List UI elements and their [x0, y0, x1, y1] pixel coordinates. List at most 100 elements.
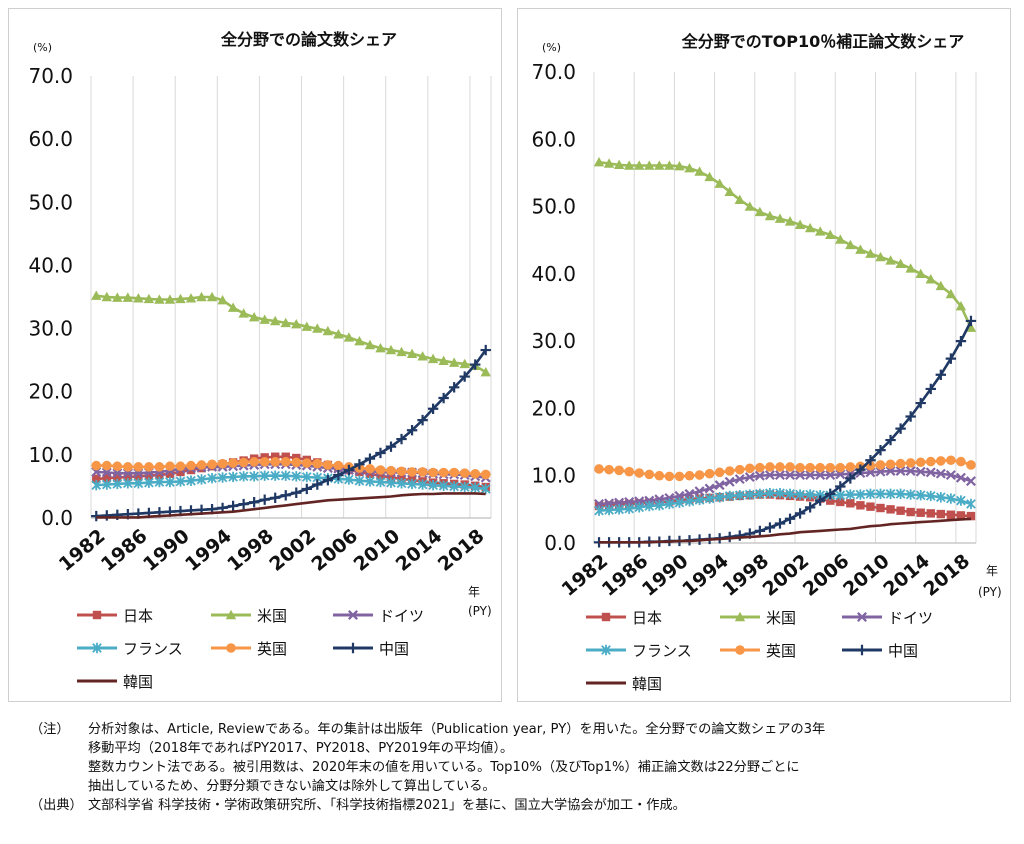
data-point [925, 383, 936, 395]
data-point [228, 458, 238, 468]
data-point [470, 359, 481, 370]
data-point [238, 471, 249, 482]
legend-label: 米国 [257, 607, 287, 625]
data-point [956, 495, 966, 506]
data-point [956, 511, 966, 520]
data-point [935, 369, 947, 380]
data-point [624, 466, 634, 477]
data-point [196, 460, 207, 470]
data-point [259, 457, 270, 467]
legend-label: ドイツ [888, 609, 933, 627]
legend-label: 日本 [632, 609, 662, 627]
chart-panel-left: 全分野での論文数シェア (%) 0.0 10.0 20.0 30.0 40.0 50.0 60.… [8, 8, 502, 702]
data-point [805, 462, 815, 473]
data-point [364, 339, 376, 350]
data-point [835, 490, 846, 501]
x-tick-label: 1994 [181, 525, 236, 576]
data-point [634, 468, 645, 478]
data-point [207, 473, 217, 484]
legend-item: 米国 [720, 609, 796, 627]
data-point [794, 219, 806, 229]
x-tick-label: 1982 [558, 550, 613, 601]
data-point [905, 458, 916, 468]
legend-marker [226, 643, 236, 653]
data-point [885, 459, 896, 470]
data-point [217, 458, 228, 469]
y-tick-label: 30.0 [28, 317, 73, 341]
series-line [96, 492, 486, 519]
data-point [185, 293, 197, 303]
data-point [835, 462, 846, 473]
source-label: （出典） [30, 798, 83, 813]
legend-item: 英国 [211, 640, 287, 658]
data-point [915, 466, 926, 477]
legend-label: 中国 [888, 642, 918, 660]
note-text-3: 整数カウント法である。被引用数は、2020年末の値を用いている。Top10%（及… [88, 760, 800, 775]
chart-title: 全分野での論文数シェア [220, 30, 397, 49]
data-point [143, 293, 155, 304]
x-tick-label: 2002 [759, 550, 814, 601]
data-point [206, 291, 218, 302]
data-point [428, 467, 438, 478]
data-point [238, 457, 249, 468]
data-point [593, 156, 605, 167]
x-tick-label: 2006 [307, 525, 362, 576]
data-point [459, 468, 470, 478]
data-point [165, 461, 175, 472]
data-point [754, 525, 766, 537]
data-point [259, 470, 270, 481]
legend-item: フランス [77, 640, 183, 658]
data-point [634, 160, 645, 170]
data-point [644, 160, 655, 170]
data-point [855, 464, 866, 475]
data-point [428, 479, 438, 491]
data-point [238, 498, 249, 510]
data-point [154, 462, 165, 472]
data-point [825, 229, 836, 240]
y-unit-label: (%) [33, 41, 52, 54]
data-point [91, 479, 102, 491]
data-point [936, 456, 946, 466]
data-point [365, 476, 375, 487]
x-tick-label: 2014 [392, 525, 447, 576]
legend-label: フランス [123, 640, 183, 658]
data-point [835, 234, 846, 244]
data-point [634, 502, 645, 513]
data-point [865, 455, 876, 466]
data-point [915, 490, 926, 501]
data-point [133, 478, 144, 489]
data-point [704, 468, 715, 479]
note-text-4: 抽出しているため、分野分類できない論文は除外して算出している。 [88, 779, 496, 794]
legend-label: フランス [632, 642, 692, 660]
data-point [280, 470, 291, 481]
data-point [775, 488, 785, 499]
data-point [724, 186, 735, 196]
data-point [101, 479, 112, 490]
data-point [91, 460, 102, 471]
data-point [644, 469, 655, 480]
data-point [825, 462, 836, 473]
data-point [734, 464, 745, 475]
data-point [774, 518, 786, 529]
data-point [448, 357, 460, 367]
data-point [280, 457, 291, 467]
data-point [955, 335, 967, 347]
data-point [354, 336, 365, 346]
series-6 [599, 517, 972, 544]
data-point [323, 460, 333, 470]
data-point [664, 160, 675, 170]
data-point [644, 500, 655, 512]
legend-item: 韓国 [77, 673, 153, 691]
y-tick-label: 10.0 [531, 464, 576, 488]
data-point [875, 444, 886, 456]
legend-label: 韓国 [632, 675, 662, 693]
legend-label: 米国 [766, 609, 796, 627]
footnotes: （注） 分析対象は、Article, Reviewである。年の集計は出版年（Pu… [30, 720, 1010, 815]
data-point [965, 476, 976, 487]
data-point [835, 469, 846, 480]
data-point [449, 481, 459, 492]
data-point [856, 501, 865, 510]
